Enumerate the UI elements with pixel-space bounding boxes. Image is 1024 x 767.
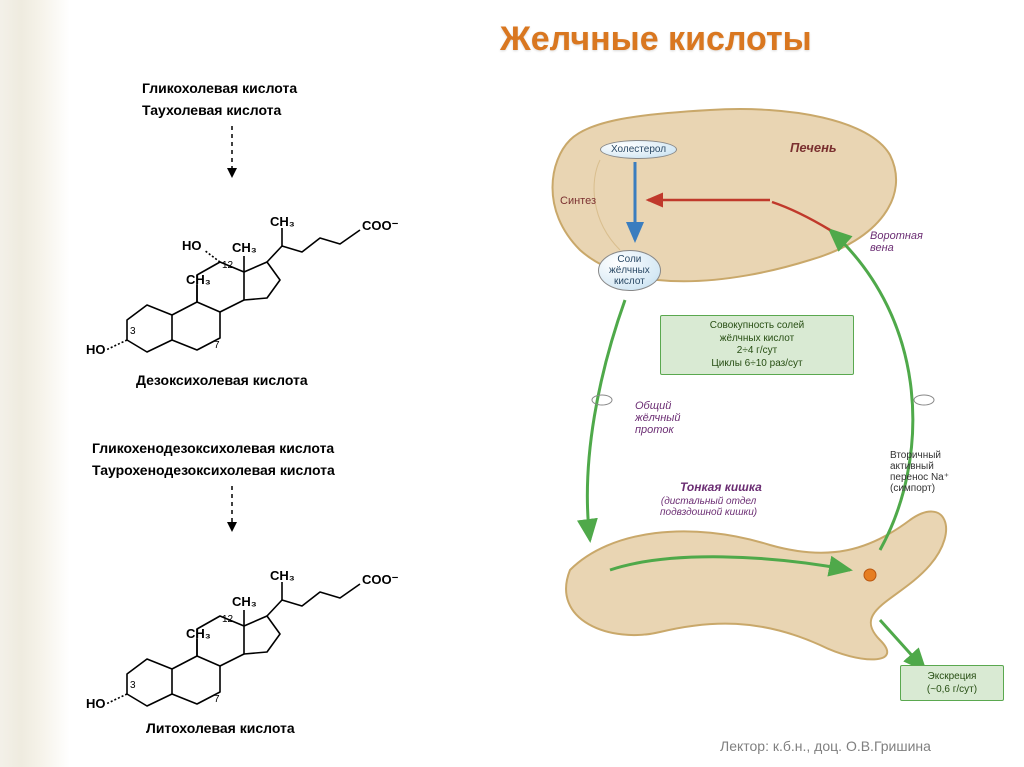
chem1-n7: 7 [214, 340, 220, 351]
chem1-ch3-a: CH₃ [270, 214, 295, 229]
portal-vein-label: Воротная вена [870, 230, 923, 254]
dashed-arrow-2 [222, 486, 242, 536]
side-texture [0, 0, 70, 767]
anatomy-diagram: Холестерол Соли жёлчных кислот [530, 100, 1000, 700]
synthesis-label: Синтез [560, 195, 596, 207]
excretion-box: Экскреция (~0,6 г/сут) [900, 665, 1004, 701]
ileum-label: (дистальный отдел подвздошной кишки) [660, 496, 757, 518]
pool-box: Совокупность солей жёлчных кислот 2÷4 г/… [660, 315, 854, 375]
steroid-2 [92, 534, 402, 714]
chem2-ch3-c: CH₃ [186, 626, 211, 641]
chem1-precursor-1: Гликохолевая кислота [142, 80, 297, 96]
chem1-ho3: HO [86, 342, 106, 357]
steroid-1 [92, 180, 402, 360]
chem2-n7: 7 [214, 694, 220, 705]
chem2-ch3-b: CH₃ [232, 594, 257, 609]
chem1-ho12: HO [182, 238, 202, 253]
lecturer-credit: Лектор: к.б.н., доц. О.В.Гришина [720, 738, 931, 754]
liver-arrows [530, 100, 950, 700]
chem-block-2: Гликохенодезоксихолевая кислота Таурохен… [92, 440, 422, 740]
smallint-label: Тонкая кишка [680, 480, 762, 494]
chem2-ho3: HO [86, 696, 106, 711]
liver-label: Печень [790, 140, 837, 155]
chem-block-1: Гликохолевая кислота Таухолевая кислота [92, 80, 422, 400]
chem2-n12: 12 [222, 614, 233, 625]
chem1-caption: Дезоксихолевая кислота [136, 372, 308, 388]
chem1-n12: 12 [222, 260, 233, 271]
chem1-precursor-2: Таухолевая кислота [142, 102, 281, 118]
dashed-arrow-1 [222, 126, 242, 182]
chem2-ch3-a: CH₃ [270, 568, 295, 583]
chem2-caption: Литохолевая кислота [146, 720, 295, 736]
chem2-n3: 3 [130, 680, 136, 691]
chem1-ch3-b: CH₃ [232, 240, 257, 255]
slide-title: Желчные кислоты [500, 20, 812, 59]
chem1-ch3-c: CH₃ [186, 272, 211, 287]
secondary-label: Вторичный активный перенос Na⁺ (симпорт) [890, 450, 949, 494]
chem2-precursor-1: Гликохенодезоксихолевая кислота [92, 440, 334, 456]
chem2-coo: COO⁻ [362, 572, 398, 588]
cbd-label: Общий жёлчный проток [635, 400, 680, 436]
chem2-precursor-2: Таурохенодезоксихолевая кислота [92, 462, 335, 478]
chem1-coo: COO⁻ [362, 218, 398, 234]
chem1-n3: 3 [130, 326, 136, 337]
